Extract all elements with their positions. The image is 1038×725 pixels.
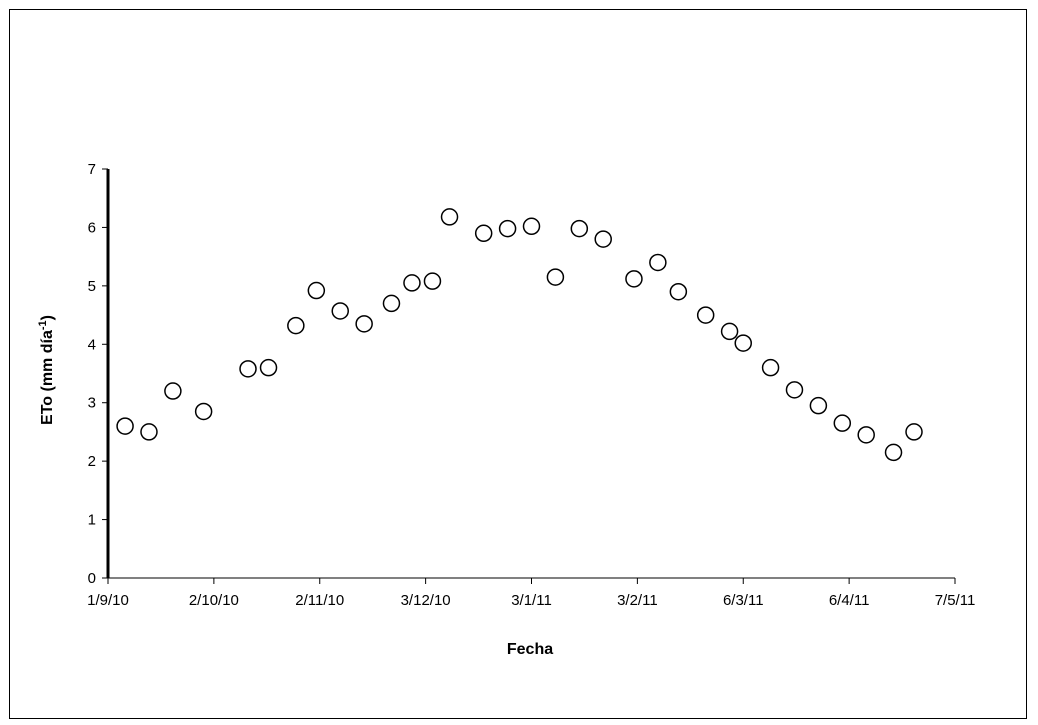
x-tick-label: 6/3/11 xyxy=(723,592,764,609)
data-point xyxy=(440,208,459,226)
y-tick-label: 2 xyxy=(88,453,96,470)
data-point xyxy=(625,270,643,288)
data-point xyxy=(259,358,278,377)
data-point xyxy=(423,272,442,290)
data-point xyxy=(307,281,326,300)
data-point xyxy=(522,217,541,236)
data-point xyxy=(809,396,828,415)
data-point xyxy=(382,294,401,313)
data-point xyxy=(905,423,923,441)
data-point xyxy=(164,382,182,400)
data-point xyxy=(649,253,667,272)
y-tick-label: 0 xyxy=(88,570,96,587)
data-point xyxy=(546,268,565,286)
data-point xyxy=(761,358,780,377)
data-point xyxy=(498,219,517,238)
x-axis: 1/9/10 2/10/10 2/11/10 3/12/10 3/1/11 3/2/11 6… xyxy=(87,577,976,609)
x-tick-label: 6/4/11 xyxy=(829,592,870,609)
x-tick-label: 3/1/11 xyxy=(511,592,552,609)
data-point xyxy=(833,414,852,432)
x-tick-label: 2/10/10 xyxy=(189,592,239,609)
y-tick-label: 3 xyxy=(88,395,96,412)
data-point xyxy=(594,230,612,248)
data-point xyxy=(734,334,752,352)
y-axis-title-sup: -1 xyxy=(37,320,49,330)
y-tick-label: 4 xyxy=(88,336,96,353)
y-tick-label: 5 xyxy=(88,278,96,295)
x-tick-label: 1/9/10 xyxy=(87,592,129,609)
data-point xyxy=(785,381,804,399)
chart-frame xyxy=(9,9,1027,719)
data-point xyxy=(140,423,158,441)
data-point xyxy=(194,402,213,421)
data-point xyxy=(116,417,134,435)
x-tick-label: 7/5/11 xyxy=(935,592,976,609)
y-axis-title: ETo (mm día-1) xyxy=(37,315,56,425)
data-point xyxy=(696,306,715,324)
x-tick-label: 3/12/10 xyxy=(401,592,451,609)
y-axis-title-main: ETo (mm día xyxy=(39,330,56,425)
data-point xyxy=(669,282,688,301)
x-axis-title: Fecha xyxy=(507,641,553,658)
data-point xyxy=(720,322,739,341)
x-tick-label: 2/11/10 xyxy=(295,592,344,609)
data-point xyxy=(570,219,589,238)
data-point xyxy=(287,316,305,335)
data-point xyxy=(857,426,875,444)
x-tick-label: 3/2/11 xyxy=(617,592,658,609)
y-tick-label: 7 xyxy=(88,161,96,178)
y-axis: 0 1 2 3 4 5 6 7 xyxy=(88,161,110,587)
y-tick-label: 6 xyxy=(88,219,96,236)
y-tick-label: 1 xyxy=(88,512,96,529)
data-point xyxy=(884,443,903,462)
data-point xyxy=(239,360,257,378)
data-point xyxy=(331,302,349,320)
data-point xyxy=(355,315,373,333)
data-point xyxy=(403,274,421,292)
data-points xyxy=(116,208,923,462)
y-axis-title-close: ) xyxy=(39,315,56,320)
data-point xyxy=(474,224,493,243)
